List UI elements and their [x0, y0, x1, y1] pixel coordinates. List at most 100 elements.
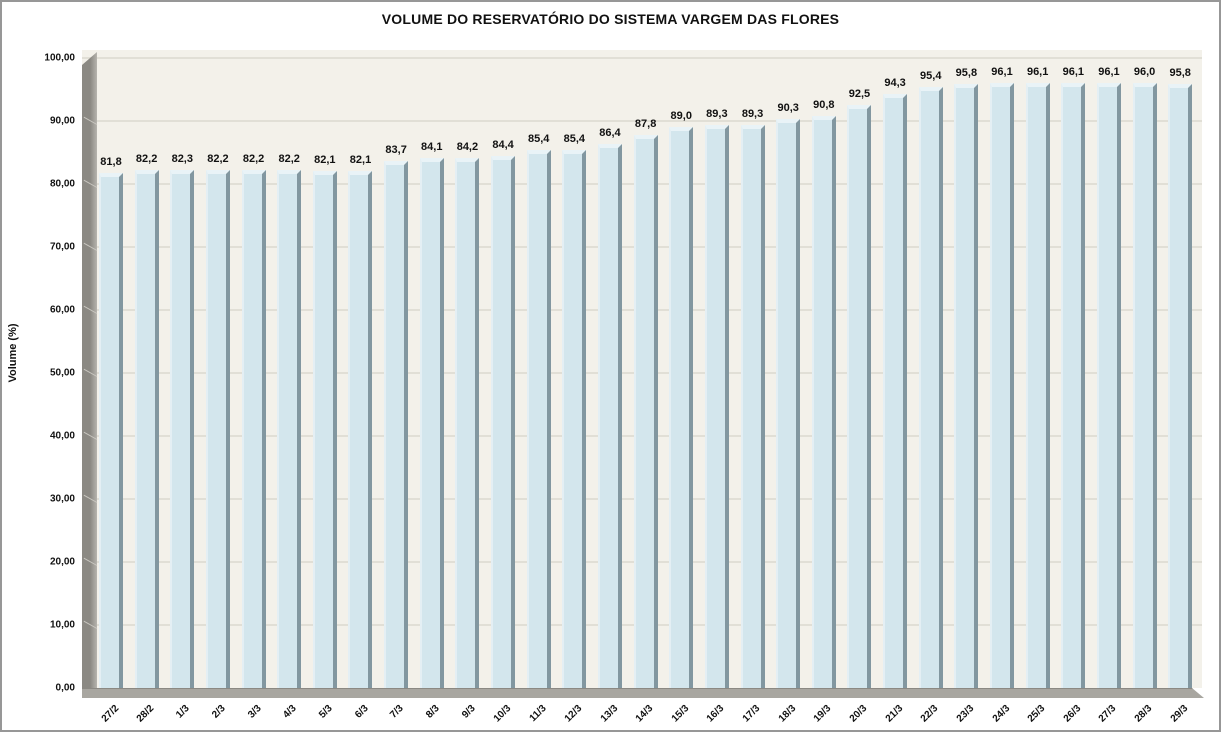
x-cell: 9/3: [453, 700, 489, 730]
bar-cell-27/2: 81,8: [97, 50, 133, 688]
bar-value-label: 96,1: [1026, 65, 1049, 78]
x-cell: 26/3: [1059, 700, 1095, 730]
bar-value-label: 85,4: [563, 132, 586, 145]
bar-12/3: [562, 149, 587, 688]
x-cell: 17/3: [739, 700, 775, 730]
bar-17/3: [740, 125, 765, 688]
bar-16/3: [704, 125, 729, 688]
bar-value-label: 84,2: [456, 140, 479, 153]
bar-value-label: 95,8: [955, 67, 978, 80]
bar-28/2: [134, 170, 159, 688]
x-cell: 22/3: [917, 700, 953, 730]
bar-cell-29/3: 95,8: [1166, 50, 1202, 688]
bar-8/3: [419, 158, 444, 688]
bar-24/3: [990, 82, 1015, 688]
bar-value-label: 90,3: [777, 102, 799, 115]
bar-15/3: [669, 127, 694, 688]
x-tick-label-28/3: 28/3: [1132, 703, 1155, 725]
x-tick-label-25/3: 25/3: [1025, 703, 1048, 725]
bar-value-label: 92,5: [848, 88, 871, 101]
bar-1/3: [170, 169, 195, 688]
x-cell: 1/3: [168, 700, 204, 730]
x-cell: 18/3: [774, 700, 810, 730]
y-tick-label-30: 30,00: [49, 493, 75, 505]
x-cell: 3/3: [240, 700, 276, 730]
x-cell: 27/3: [1095, 700, 1131, 730]
bar-18/3: [776, 119, 801, 688]
x-tick-label-15/3: 15/3: [669, 703, 692, 725]
x-cell: 13/3: [596, 700, 632, 730]
bar-value-label: 84,1: [421, 141, 443, 154]
y-tick-label-50: 50,00: [49, 367, 75, 379]
bar-cell-8/3: 84,1: [418, 50, 454, 688]
bar-14/3: [633, 134, 658, 688]
bar-27/3: [1096, 82, 1121, 688]
bar-value-label: 86,4: [599, 126, 621, 139]
x-cell: 10/3: [489, 700, 525, 730]
bar-10/3: [491, 156, 516, 688]
bar-11/3: [526, 149, 551, 688]
bar-cell-19/3: 90,8: [810, 50, 846, 688]
bar-cell-28/3: 96,0: [1131, 50, 1167, 688]
bar-cell-20/3: 92,5: [845, 50, 881, 688]
bar-cell-2/3: 82,2: [204, 50, 240, 688]
x-tick-label-27/3: 27/3: [1097, 703, 1119, 725]
bar-cell-9/3: 84,2: [453, 50, 489, 688]
x-tick-label-4/3: 4/3: [281, 703, 299, 721]
x-tick-label-5/3: 5/3: [317, 703, 335, 721]
x-tick-label-6/3: 6/3: [352, 703, 371, 721]
x-axis-ticks: 27/2 28/2 1/3 2/3 3/3 4/3 5/3 6/3 7/3 8/3 9/3 10/3 1…: [97, 700, 1202, 730]
bar-19/3: [811, 115, 836, 688]
bar-20/3: [847, 105, 872, 688]
bar-cell-15/3: 89,0: [667, 50, 703, 688]
x-tick-label-19/3: 19/3: [812, 703, 834, 725]
gridline-100: [82, 57, 1202, 59]
x-tick-label-26/3: 26/3: [1061, 703, 1084, 725]
x-tick-label-1/3: 1/3: [174, 703, 193, 721]
y-tick-label-100: 100,00: [44, 52, 75, 64]
y-tick-label-0: 0,00: [55, 682, 75, 694]
x-tick-label-17/3: 17/3: [740, 703, 763, 725]
bar-value-label: 89,3: [741, 108, 764, 121]
bar-23/3: [954, 84, 979, 688]
bar-cell-10/3: 84,4: [489, 50, 525, 688]
bar-value-label: 85,4: [527, 132, 550, 145]
bar-cell-17/3: 89,3: [739, 50, 775, 688]
x-cell: 25/3: [1024, 700, 1060, 730]
bar-cell-16/3: 89,3: [703, 50, 739, 688]
x-cell: 24/3: [988, 700, 1024, 730]
y-tick-label-90: 90,00: [49, 115, 75, 127]
bar-value-label: 82,1: [349, 153, 372, 166]
floor-3d: [82, 688, 1204, 698]
x-cell: 6/3: [346, 700, 382, 730]
x-cell: 28/3: [1131, 700, 1167, 730]
bar-cell-21/3: 94,3: [881, 50, 917, 688]
x-cell: 27/2: [97, 700, 133, 730]
bar-cell-12/3: 85,4: [560, 50, 596, 688]
x-tick-label-13/3: 13/3: [598, 703, 620, 725]
bar-cell-14/3: 87,8: [632, 50, 668, 688]
bar-value-label: 82,2: [135, 153, 158, 166]
bar-5/3: [312, 170, 337, 688]
bar-value-label: 94,3: [884, 76, 906, 89]
x-tick-label-23/3: 23/3: [954, 703, 977, 725]
bar-2/3: [205, 170, 230, 688]
x-tick-label-22/3: 22/3: [918, 703, 941, 725]
x-cell: 12/3: [560, 700, 596, 730]
x-tick-label-21/3: 21/3: [883, 703, 905, 725]
x-cell: 2/3: [204, 700, 240, 730]
bar-22/3: [918, 86, 943, 688]
y-tick-label-60: 60,00: [49, 304, 75, 316]
bar-cell-6/3: 82,1: [346, 50, 382, 688]
x-tick-label-14/3: 14/3: [633, 703, 656, 725]
bar-13/3: [597, 143, 622, 688]
x-cell: 8/3: [418, 700, 454, 730]
x-tick-label-11/3: 11/3: [527, 703, 549, 725]
y-tick-label-20: 20,00: [49, 556, 75, 568]
bar-cell-1/3: 82,3: [168, 50, 204, 688]
bar-cell-5/3: 82,1: [311, 50, 347, 688]
x-tick-label-3/3: 3/3: [245, 703, 264, 721]
bar-cell-25/3: 96,1: [1024, 50, 1060, 688]
bar-cell-22/3: 95,4: [917, 50, 953, 688]
